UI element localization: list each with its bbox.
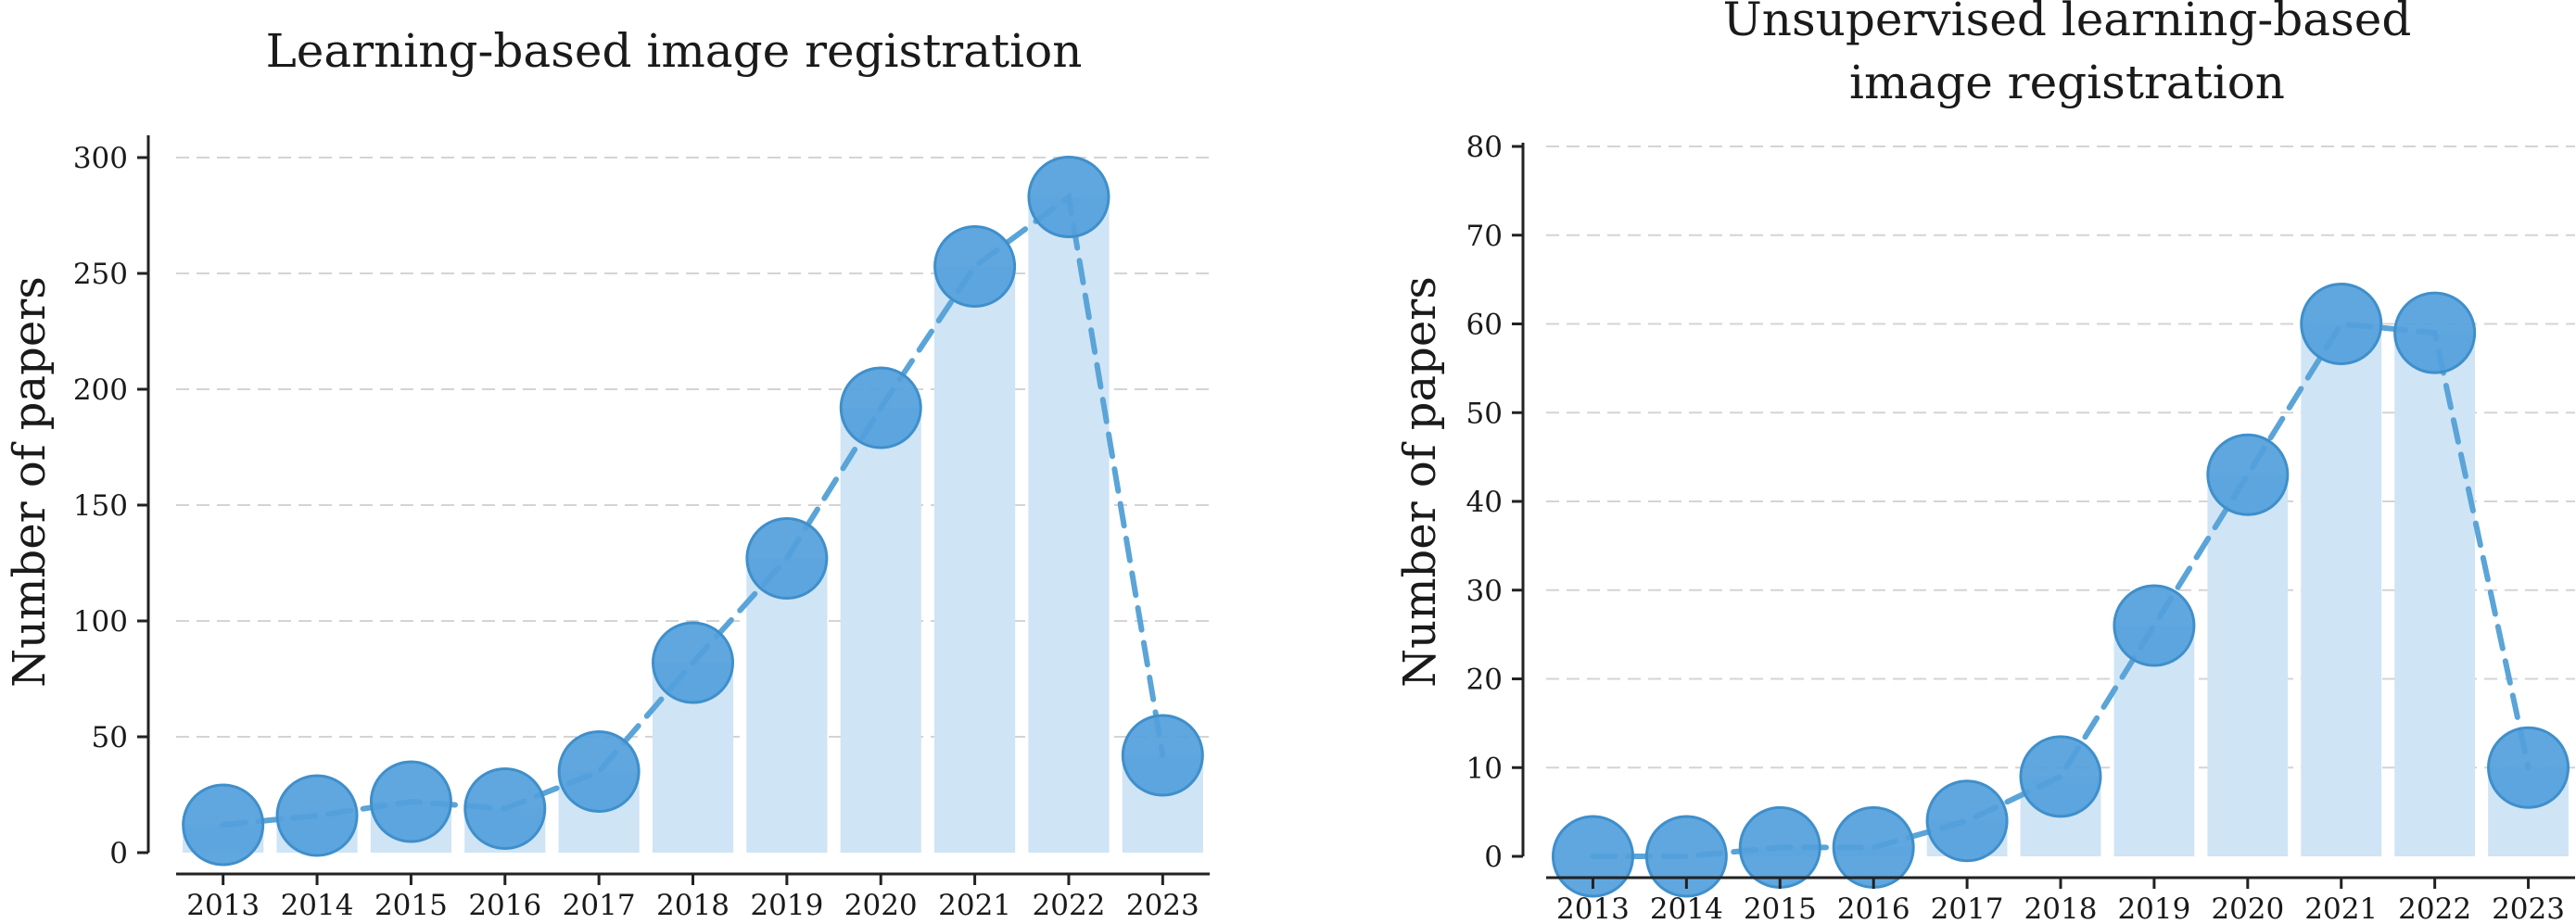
- x-tick-label: 2022: [1033, 889, 1106, 922]
- x-tick-label: 2015: [1744, 892, 1817, 924]
- x-tick-label: 2023: [2492, 892, 2565, 924]
- marker-2020: [839, 366, 922, 449]
- x-tick-label: 2014: [1650, 892, 1723, 924]
- bar-2020: [840, 408, 921, 853]
- bar-2020: [2207, 475, 2289, 856]
- marker-2019: [745, 517, 829, 600]
- x-tick-label: 2017: [1931, 892, 2004, 924]
- bar-2021: [2301, 323, 2382, 856]
- y-tick-label: 10: [1466, 752, 1503, 785]
- y-tick-label: 20: [1466, 664, 1503, 697]
- marker-2019: [2113, 584, 2196, 667]
- y-tick-label: 70: [1466, 220, 1503, 253]
- x-tick-label: 2015: [374, 889, 448, 922]
- x-tick-label: 2013: [186, 889, 260, 922]
- x-tick-label: 2022: [2398, 892, 2471, 924]
- y-tick-label: 150: [73, 489, 128, 523]
- marker-2015: [1738, 805, 1821, 889]
- bar-2021: [934, 266, 1016, 853]
- marker-2014: [275, 774, 359, 857]
- y-tick-label: 0: [109, 837, 128, 870]
- marker-2021: [933, 225, 1017, 308]
- chart-learning-based: 0 50 100 150 200 250 300 2013 2014 2015 2016 2017 20…: [4, 24, 1210, 922]
- x-tick-label: 2019: [2117, 892, 2190, 924]
- y-tick-label: 60: [1466, 309, 1503, 342]
- marker-2016: [1832, 805, 1915, 889]
- marker-2020: [2206, 433, 2290, 516]
- marker-2023: [2487, 726, 2570, 809]
- chart-title: image registration: [1849, 56, 2285, 109]
- x-tick-label: 2018: [656, 889, 730, 922]
- marker-2023: [1121, 714, 1204, 797]
- marker-2013: [182, 783, 265, 867]
- marker-2018: [652, 621, 734, 704]
- x-tick-label: 2018: [2024, 892, 2098, 924]
- x-tick-label: 2021: [2304, 892, 2378, 924]
- marker-2021: [2300, 283, 2383, 365]
- x-tick-label: 2020: [844, 889, 918, 922]
- bar-2022: [2394, 333, 2476, 856]
- chart-title: Unsupervised learning-based: [1723, 0, 2412, 46]
- y-axis-label: Number of papers: [1394, 276, 1446, 688]
- x-tick-label: 2016: [1837, 892, 1910, 924]
- x-tick-label: 2017: [563, 889, 636, 922]
- y-axis-label: Number of papers: [4, 276, 56, 688]
- x-tick-label: 2016: [468, 889, 541, 922]
- chart-title: Learning-based image registration: [266, 24, 1083, 78]
- y-tick-label: 0: [1484, 841, 1503, 874]
- chart-unsupervised: 0 10 20 30 40 50 60 70 80 2013 2014 2015 2016 2017 201…: [1394, 0, 2575, 924]
- y-tick-label: 100: [73, 605, 128, 639]
- marker-2017: [557, 730, 641, 813]
- y-tick-label: 250: [73, 258, 128, 291]
- marker-2022: [1027, 156, 1110, 238]
- bar-2019: [746, 558, 828, 853]
- marker-2015: [369, 760, 452, 843]
- y-tick-label: 50: [92, 721, 128, 754]
- x-tick-label: 2014: [281, 889, 354, 922]
- x-tick-label: 2019: [750, 889, 823, 922]
- y-tick-label: 80: [1466, 131, 1503, 164]
- y-tick-label: 50: [1466, 397, 1503, 430]
- marker-2016: [463, 767, 547, 850]
- marker-2018: [2019, 735, 2102, 818]
- x-tick-label: 2013: [1556, 892, 1630, 924]
- marker-2022: [2393, 291, 2477, 374]
- x-tick-label: 2023: [1126, 889, 1199, 922]
- y-tick-label: 200: [73, 373, 128, 407]
- marker-2017: [1925, 779, 2009, 863]
- x-tick-label: 2020: [2211, 892, 2284, 924]
- y-tick-label: 300: [73, 142, 128, 175]
- bar-2022: [1028, 196, 1110, 853]
- x-tick-label: 2021: [938, 889, 1011, 922]
- y-tick-label: 30: [1466, 575, 1503, 608]
- y-tick-label: 40: [1466, 486, 1503, 519]
